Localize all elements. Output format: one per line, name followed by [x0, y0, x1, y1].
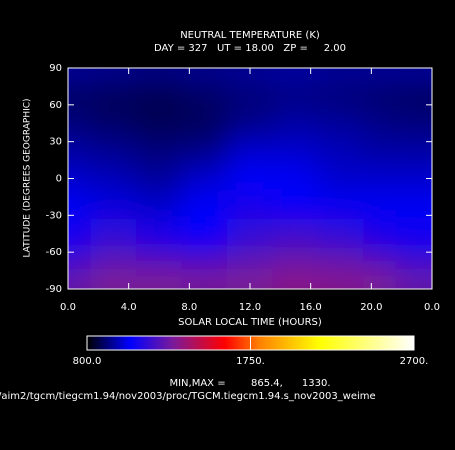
cell — [135, 81, 183, 110]
cell — [181, 108, 228, 138]
chart-title: NEUTRAL TEMPERATURE (K) — [180, 30, 320, 41]
colorbar-tick-label: 2700. — [400, 356, 429, 367]
x-tick-label: 0.0 — [424, 302, 440, 313]
cell — [395, 219, 432, 249]
cell — [317, 136, 365, 166]
cell — [90, 164, 137, 193]
cell — [90, 108, 137, 138]
cell — [272, 191, 319, 221]
y-tick-label: -30 — [46, 210, 62, 221]
cell — [135, 191, 183, 221]
y-tick-label: -60 — [46, 247, 62, 258]
x-tick-label: 12.0 — [239, 302, 261, 313]
cell — [181, 164, 228, 193]
x-tick-label: 16.0 — [300, 302, 322, 313]
cell — [317, 108, 365, 138]
cell — [395, 81, 432, 110]
file-path: /aim2/tgcm/tiegcm1.94/nov2003/proc/TGCM.… — [0, 391, 376, 402]
cell — [226, 219, 274, 249]
cell — [272, 219, 319, 249]
cells — [68, 68, 432, 289]
y-tick-label: 0 — [56, 174, 62, 185]
y-tick-label: 60 — [49, 100, 62, 111]
x-tick-label: 20.0 — [360, 302, 382, 313]
cell — [135, 136, 183, 166]
y-tick-label: -90 — [46, 284, 62, 295]
cell — [135, 219, 183, 249]
cell — [226, 136, 274, 166]
y-axis-label: LATITUDE (DEGREES GEOGRAPHIC) — [23, 98, 33, 257]
cell — [272, 266, 319, 289]
cell — [181, 266, 228, 289]
cell — [90, 81, 137, 110]
cell — [181, 136, 228, 166]
cell — [272, 81, 319, 110]
cell — [395, 136, 432, 166]
cell — [226, 108, 274, 138]
cell — [317, 219, 365, 249]
colorbar-tick-label: 800.0 — [73, 356, 102, 367]
x-tick-label: 8.0 — [181, 302, 197, 313]
cell — [90, 136, 137, 166]
cell — [272, 136, 319, 166]
field — [68, 68, 432, 289]
cell — [226, 266, 274, 289]
x-axis-label: SOLAR LOCAL TIME (HOURS) — [178, 317, 322, 328]
colorbar-tick-label: 1750. — [236, 356, 265, 367]
x-tick-label: 0.0 — [60, 302, 76, 313]
cell — [90, 266, 137, 289]
cell — [395, 108, 432, 138]
cell — [317, 191, 365, 221]
cell — [90, 191, 137, 221]
y-tick-label: 30 — [49, 137, 62, 148]
x-tick-label: 4.0 — [121, 302, 137, 313]
cell — [90, 219, 137, 249]
cell — [395, 266, 432, 289]
cell — [135, 108, 183, 138]
cell — [135, 266, 183, 289]
cell — [226, 164, 274, 193]
cell — [181, 219, 228, 249]
cell — [317, 266, 365, 289]
chart-subtitle: DAY = 327 UT = 18.00 ZP = 2.00 — [154, 43, 346, 54]
cell — [181, 191, 228, 221]
cell — [317, 81, 365, 110]
cell — [272, 164, 319, 193]
cell — [135, 164, 183, 193]
cell — [226, 81, 274, 110]
min-max: MIN,MAX = 865.4, 1330. — [169, 378, 330, 389]
cell — [317, 164, 365, 193]
cell — [395, 164, 432, 193]
cell — [181, 81, 228, 110]
y-tick-label: 90 — [49, 63, 62, 74]
cell — [272, 108, 319, 138]
cell — [226, 191, 274, 221]
cell — [395, 191, 432, 221]
